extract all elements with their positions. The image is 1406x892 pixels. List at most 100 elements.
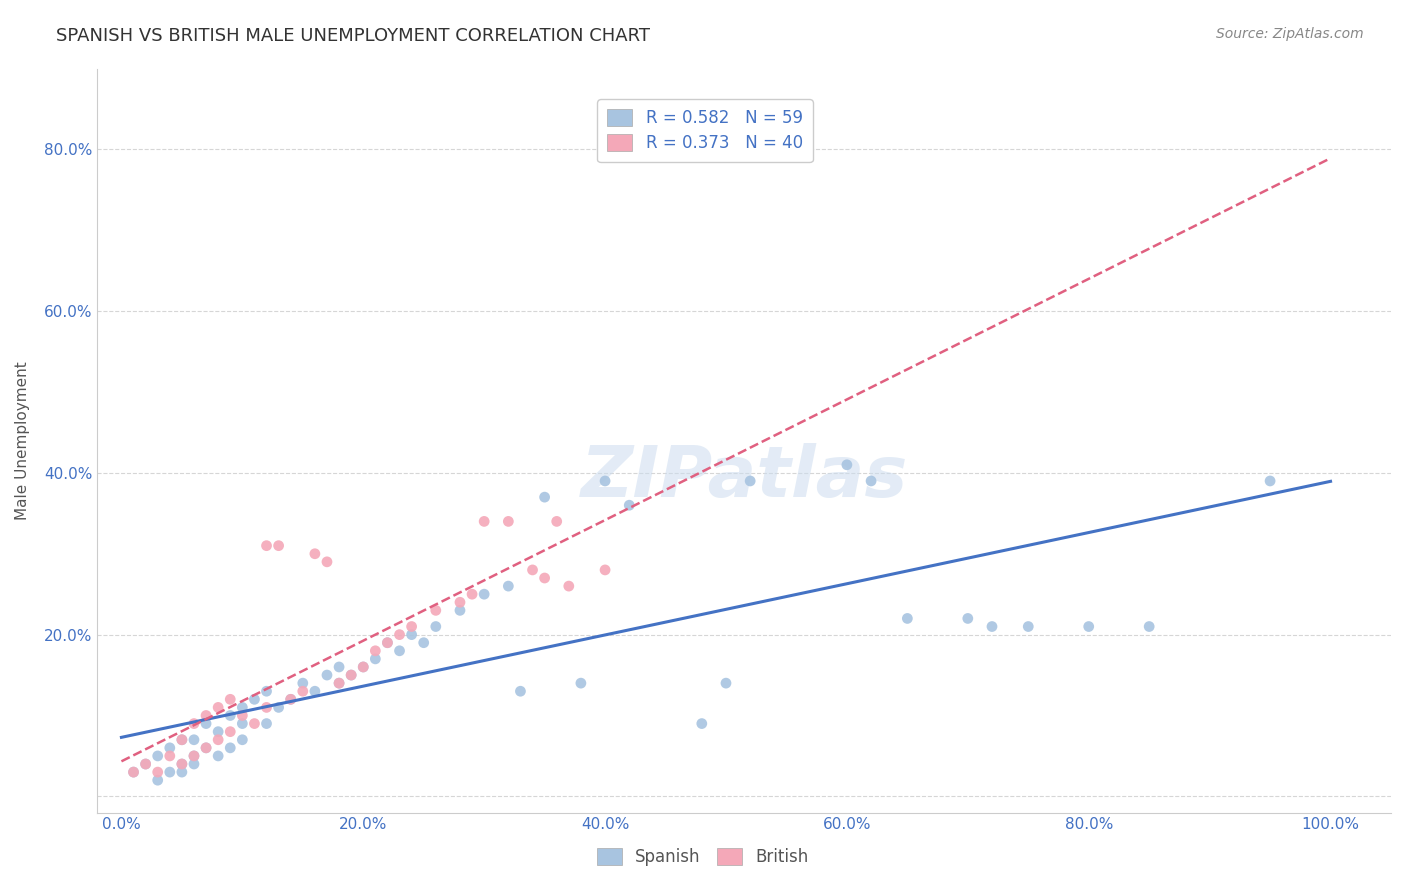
Point xyxy=(304,684,326,698)
Point xyxy=(256,716,278,731)
Point xyxy=(509,684,531,698)
Point xyxy=(1137,619,1160,633)
Point xyxy=(740,474,762,488)
Text: ZIPatlas: ZIPatlas xyxy=(581,443,908,512)
Point xyxy=(280,692,302,706)
Point xyxy=(340,668,363,682)
Point xyxy=(170,757,193,772)
Point xyxy=(981,619,1004,633)
Point xyxy=(425,619,447,633)
Point xyxy=(195,740,218,755)
Point xyxy=(472,587,495,601)
Point xyxy=(207,724,229,739)
Point xyxy=(170,732,193,747)
Point xyxy=(146,765,169,780)
Point xyxy=(533,490,555,504)
Point xyxy=(449,595,471,609)
Point xyxy=(280,692,302,706)
Point xyxy=(714,676,737,690)
Point xyxy=(183,716,205,731)
Point xyxy=(425,603,447,617)
Point xyxy=(401,619,423,633)
Point xyxy=(835,458,858,472)
Point xyxy=(377,636,399,650)
Point xyxy=(183,757,205,772)
Point xyxy=(219,708,242,723)
Point xyxy=(256,539,278,553)
Point xyxy=(231,716,253,731)
Point xyxy=(219,692,242,706)
Point xyxy=(183,748,205,763)
Point xyxy=(195,716,218,731)
Point xyxy=(243,716,266,731)
Point xyxy=(498,579,520,593)
Point xyxy=(364,652,387,666)
Point xyxy=(170,757,193,772)
Point xyxy=(388,627,411,641)
Point xyxy=(328,676,350,690)
Point xyxy=(316,555,339,569)
Point xyxy=(896,611,918,625)
Point xyxy=(328,676,350,690)
Point xyxy=(231,732,253,747)
Point xyxy=(291,684,314,698)
Point xyxy=(135,757,157,772)
Legend: R = 0.582   N = 59, R = 0.373   N = 40: R = 0.582 N = 59, R = 0.373 N = 40 xyxy=(598,99,813,162)
Point xyxy=(1077,619,1099,633)
Point xyxy=(377,636,399,650)
Point xyxy=(219,724,242,739)
Point xyxy=(170,765,193,780)
Point xyxy=(304,547,326,561)
Point xyxy=(593,563,616,577)
Point xyxy=(690,716,713,731)
Point xyxy=(183,748,205,763)
Point xyxy=(219,740,242,755)
Point xyxy=(291,676,314,690)
Point xyxy=(183,732,205,747)
Point xyxy=(231,708,253,723)
Point xyxy=(159,740,181,755)
Point xyxy=(256,684,278,698)
Point xyxy=(401,627,423,641)
Point xyxy=(256,700,278,714)
Point xyxy=(207,700,229,714)
Point xyxy=(533,571,555,585)
Point xyxy=(195,708,218,723)
Point xyxy=(243,692,266,706)
Point xyxy=(1258,474,1281,488)
Y-axis label: Male Unemployment: Male Unemployment xyxy=(15,361,30,520)
Point xyxy=(558,579,581,593)
Point xyxy=(546,515,568,529)
Point xyxy=(364,644,387,658)
Text: SPANISH VS BRITISH MALE UNEMPLOYMENT CORRELATION CHART: SPANISH VS BRITISH MALE UNEMPLOYMENT COR… xyxy=(56,27,650,45)
Point xyxy=(195,740,218,755)
Point xyxy=(146,748,169,763)
Legend: Spanish, British: Spanish, British xyxy=(589,840,817,875)
Point xyxy=(522,563,544,577)
Point xyxy=(956,611,979,625)
Point xyxy=(472,515,495,529)
Point xyxy=(498,515,520,529)
Point xyxy=(593,474,616,488)
Point xyxy=(267,700,290,714)
Point xyxy=(388,644,411,658)
Point xyxy=(449,603,471,617)
Point xyxy=(316,668,339,682)
Point xyxy=(340,668,363,682)
Point xyxy=(1017,619,1039,633)
Point xyxy=(146,773,169,788)
Point xyxy=(860,474,883,488)
Point xyxy=(122,765,145,780)
Point xyxy=(352,660,374,674)
Point xyxy=(412,636,434,650)
Point xyxy=(207,748,229,763)
Point xyxy=(461,587,484,601)
Point xyxy=(159,765,181,780)
Point xyxy=(159,748,181,763)
Point xyxy=(135,757,157,772)
Point xyxy=(170,732,193,747)
Point xyxy=(267,539,290,553)
Point xyxy=(122,765,145,780)
Point xyxy=(569,676,592,690)
Point xyxy=(619,498,641,512)
